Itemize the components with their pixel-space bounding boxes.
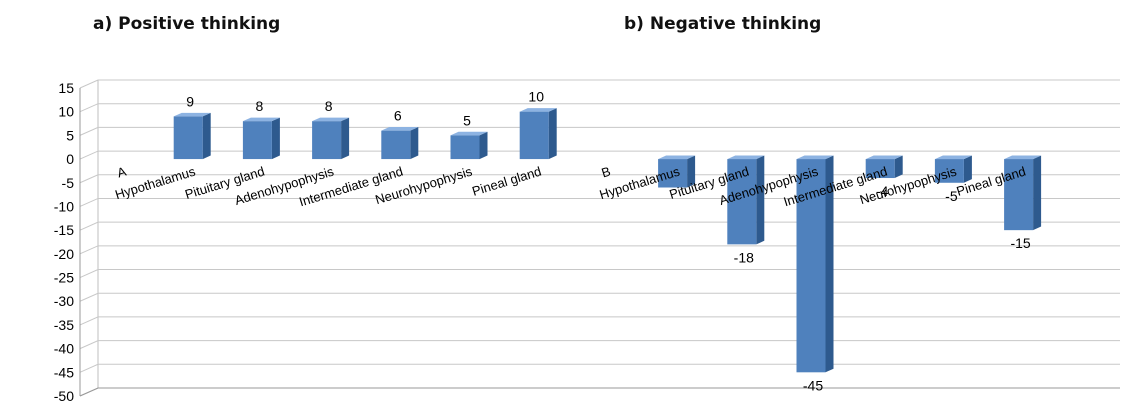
- bar-top: [450, 131, 488, 136]
- bar-side: [271, 117, 280, 160]
- title-negative-thinking: b) Negative thinking: [624, 14, 822, 34]
- gridline: [79, 363, 1120, 373]
- bar: [658, 159, 688, 188]
- gridline: [79, 126, 1120, 136]
- gridline: [79, 221, 1120, 231]
- y-tick-label: -25: [54, 270, 74, 286]
- gridline: [79, 292, 1120, 302]
- bar-top: [312, 117, 350, 122]
- gridline: [79, 245, 1120, 255]
- category-label: A: [115, 164, 128, 181]
- bar-side: [687, 155, 696, 188]
- gridline: [79, 150, 1120, 160]
- gridline: [79, 316, 1120, 326]
- data-label: 6: [394, 108, 402, 124]
- y-tick-label: -40: [54, 341, 74, 357]
- bar: [727, 159, 757, 245]
- bar: [450, 135, 480, 160]
- data-label: -4: [876, 183, 889, 199]
- y-tick-label: -50: [54, 388, 74, 403]
- bar-top: [796, 155, 834, 160]
- data-label: 9: [186, 93, 194, 109]
- bar-side: [202, 112, 211, 160]
- chart-floor: [79, 387, 1120, 397]
- bar-top: [381, 127, 419, 131]
- bar-side: [479, 131, 488, 160]
- data-label: 8: [325, 98, 333, 114]
- bar-top: [658, 155, 696, 160]
- y-tick-label: -35: [54, 317, 74, 333]
- title-positive-thinking: a) Positive thinking: [93, 14, 281, 34]
- y-tick-label: 0: [66, 151, 74, 167]
- bar-side: [825, 155, 834, 373]
- category-label: B: [600, 164, 613, 181]
- bar-side: [548, 108, 557, 160]
- data-label: 8: [256, 98, 264, 114]
- data-label: -45: [803, 377, 823, 393]
- bar-top: [934, 155, 972, 160]
- bar-side: [963, 155, 972, 183]
- bar: [865, 159, 895, 179]
- bar: [1004, 159, 1034, 231]
- data-label: -18: [734, 249, 754, 265]
- bar: [519, 111, 549, 160]
- y-tick-label: -5: [62, 175, 75, 191]
- bar-top: [519, 108, 557, 112]
- bar-top: [242, 117, 280, 122]
- data-label: 5: [463, 112, 471, 128]
- y-tick-label: 5: [66, 127, 74, 143]
- bar-side: [756, 155, 765, 245]
- gridline: [79, 269, 1120, 278]
- bar-top: [1004, 155, 1042, 160]
- bar: [242, 121, 272, 160]
- gridline: [79, 387, 1120, 397]
- gridline: [79, 79, 1120, 89]
- y-tick-label: -20: [54, 246, 74, 262]
- gridline: [79, 103, 1120, 113]
- bar-side: [1033, 155, 1042, 231]
- bar-top: [173, 112, 211, 117]
- bar-top: [865, 155, 903, 160]
- gridline: [79, 174, 1120, 184]
- bar: [381, 130, 411, 160]
- bar-side: [410, 127, 419, 160]
- data-label: 10: [528, 89, 544, 105]
- bar: [312, 121, 342, 160]
- bar-top: [727, 155, 765, 160]
- bar-side: [341, 117, 350, 160]
- data-label: -5: [945, 188, 958, 204]
- bar: [173, 116, 203, 160]
- y-tick-label: 10: [58, 104, 74, 120]
- y-tick-label: -10: [54, 198, 74, 214]
- data-label: -15: [1010, 235, 1030, 251]
- y-tick-label: -30: [54, 293, 74, 309]
- bar: [934, 159, 964, 183]
- gridline: [79, 197, 1120, 207]
- y-tick-label: -45: [54, 364, 74, 380]
- y-tick-label: 15: [58, 80, 74, 96]
- y-tick-label: -15: [54, 222, 74, 238]
- bar: [796, 159, 826, 373]
- gridline: [79, 340, 1120, 350]
- bar-side: [894, 155, 903, 179]
- category-label: Pineal gland: [470, 164, 543, 199]
